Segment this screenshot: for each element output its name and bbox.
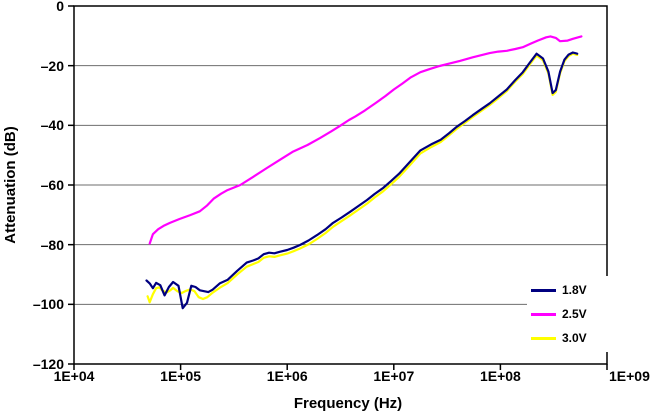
x-tick-label: 1E+07 <box>373 368 415 384</box>
y-tick-label: 0 <box>56 0 64 14</box>
y-tick-label: –120 <box>32 356 64 372</box>
y-tick-label: –60 <box>40 177 64 193</box>
legend-line-2-5v-icon <box>531 312 556 316</box>
x-axis-title: Frequency (Hz) <box>293 395 403 412</box>
legend-label-2-5v: 2.5V <box>562 307 587 321</box>
legend-label-3-0v: 3.0V <box>562 331 587 345</box>
x-tick-label: 1E+08 <box>479 368 521 384</box>
y-tick-label: –80 <box>40 236 64 253</box>
legend-line-1-8v-icon <box>531 288 556 292</box>
x-tick-label: 1E+04 <box>53 368 95 384</box>
y-tick-label: –40 <box>40 117 64 134</box>
series-line-1.8V <box>145 51 579 310</box>
x-tick-label: 1E+09 <box>609 368 650 384</box>
y-tick-label: –20 <box>40 57 64 74</box>
x-tick-label: 1E+06 <box>266 368 308 384</box>
legend-item-2-5v: 2.5V <box>531 302 609 326</box>
series-line-3.0V <box>146 52 579 304</box>
legend: 1.8V 2.5V 3.0V <box>527 276 609 352</box>
legend-item-3-0v: 3.0V <box>531 326 609 350</box>
legend-line-3-0v-icon <box>531 336 556 340</box>
legend-item-1-8v: 1.8V <box>531 278 609 302</box>
series-line-2.5V <box>148 35 583 245</box>
legend-label-1-8v: 1.8V <box>562 283 587 297</box>
y-tick-label: –100 <box>32 296 64 313</box>
x-tick-label: 1E+05 <box>160 368 202 384</box>
plot-border <box>73 5 608 365</box>
